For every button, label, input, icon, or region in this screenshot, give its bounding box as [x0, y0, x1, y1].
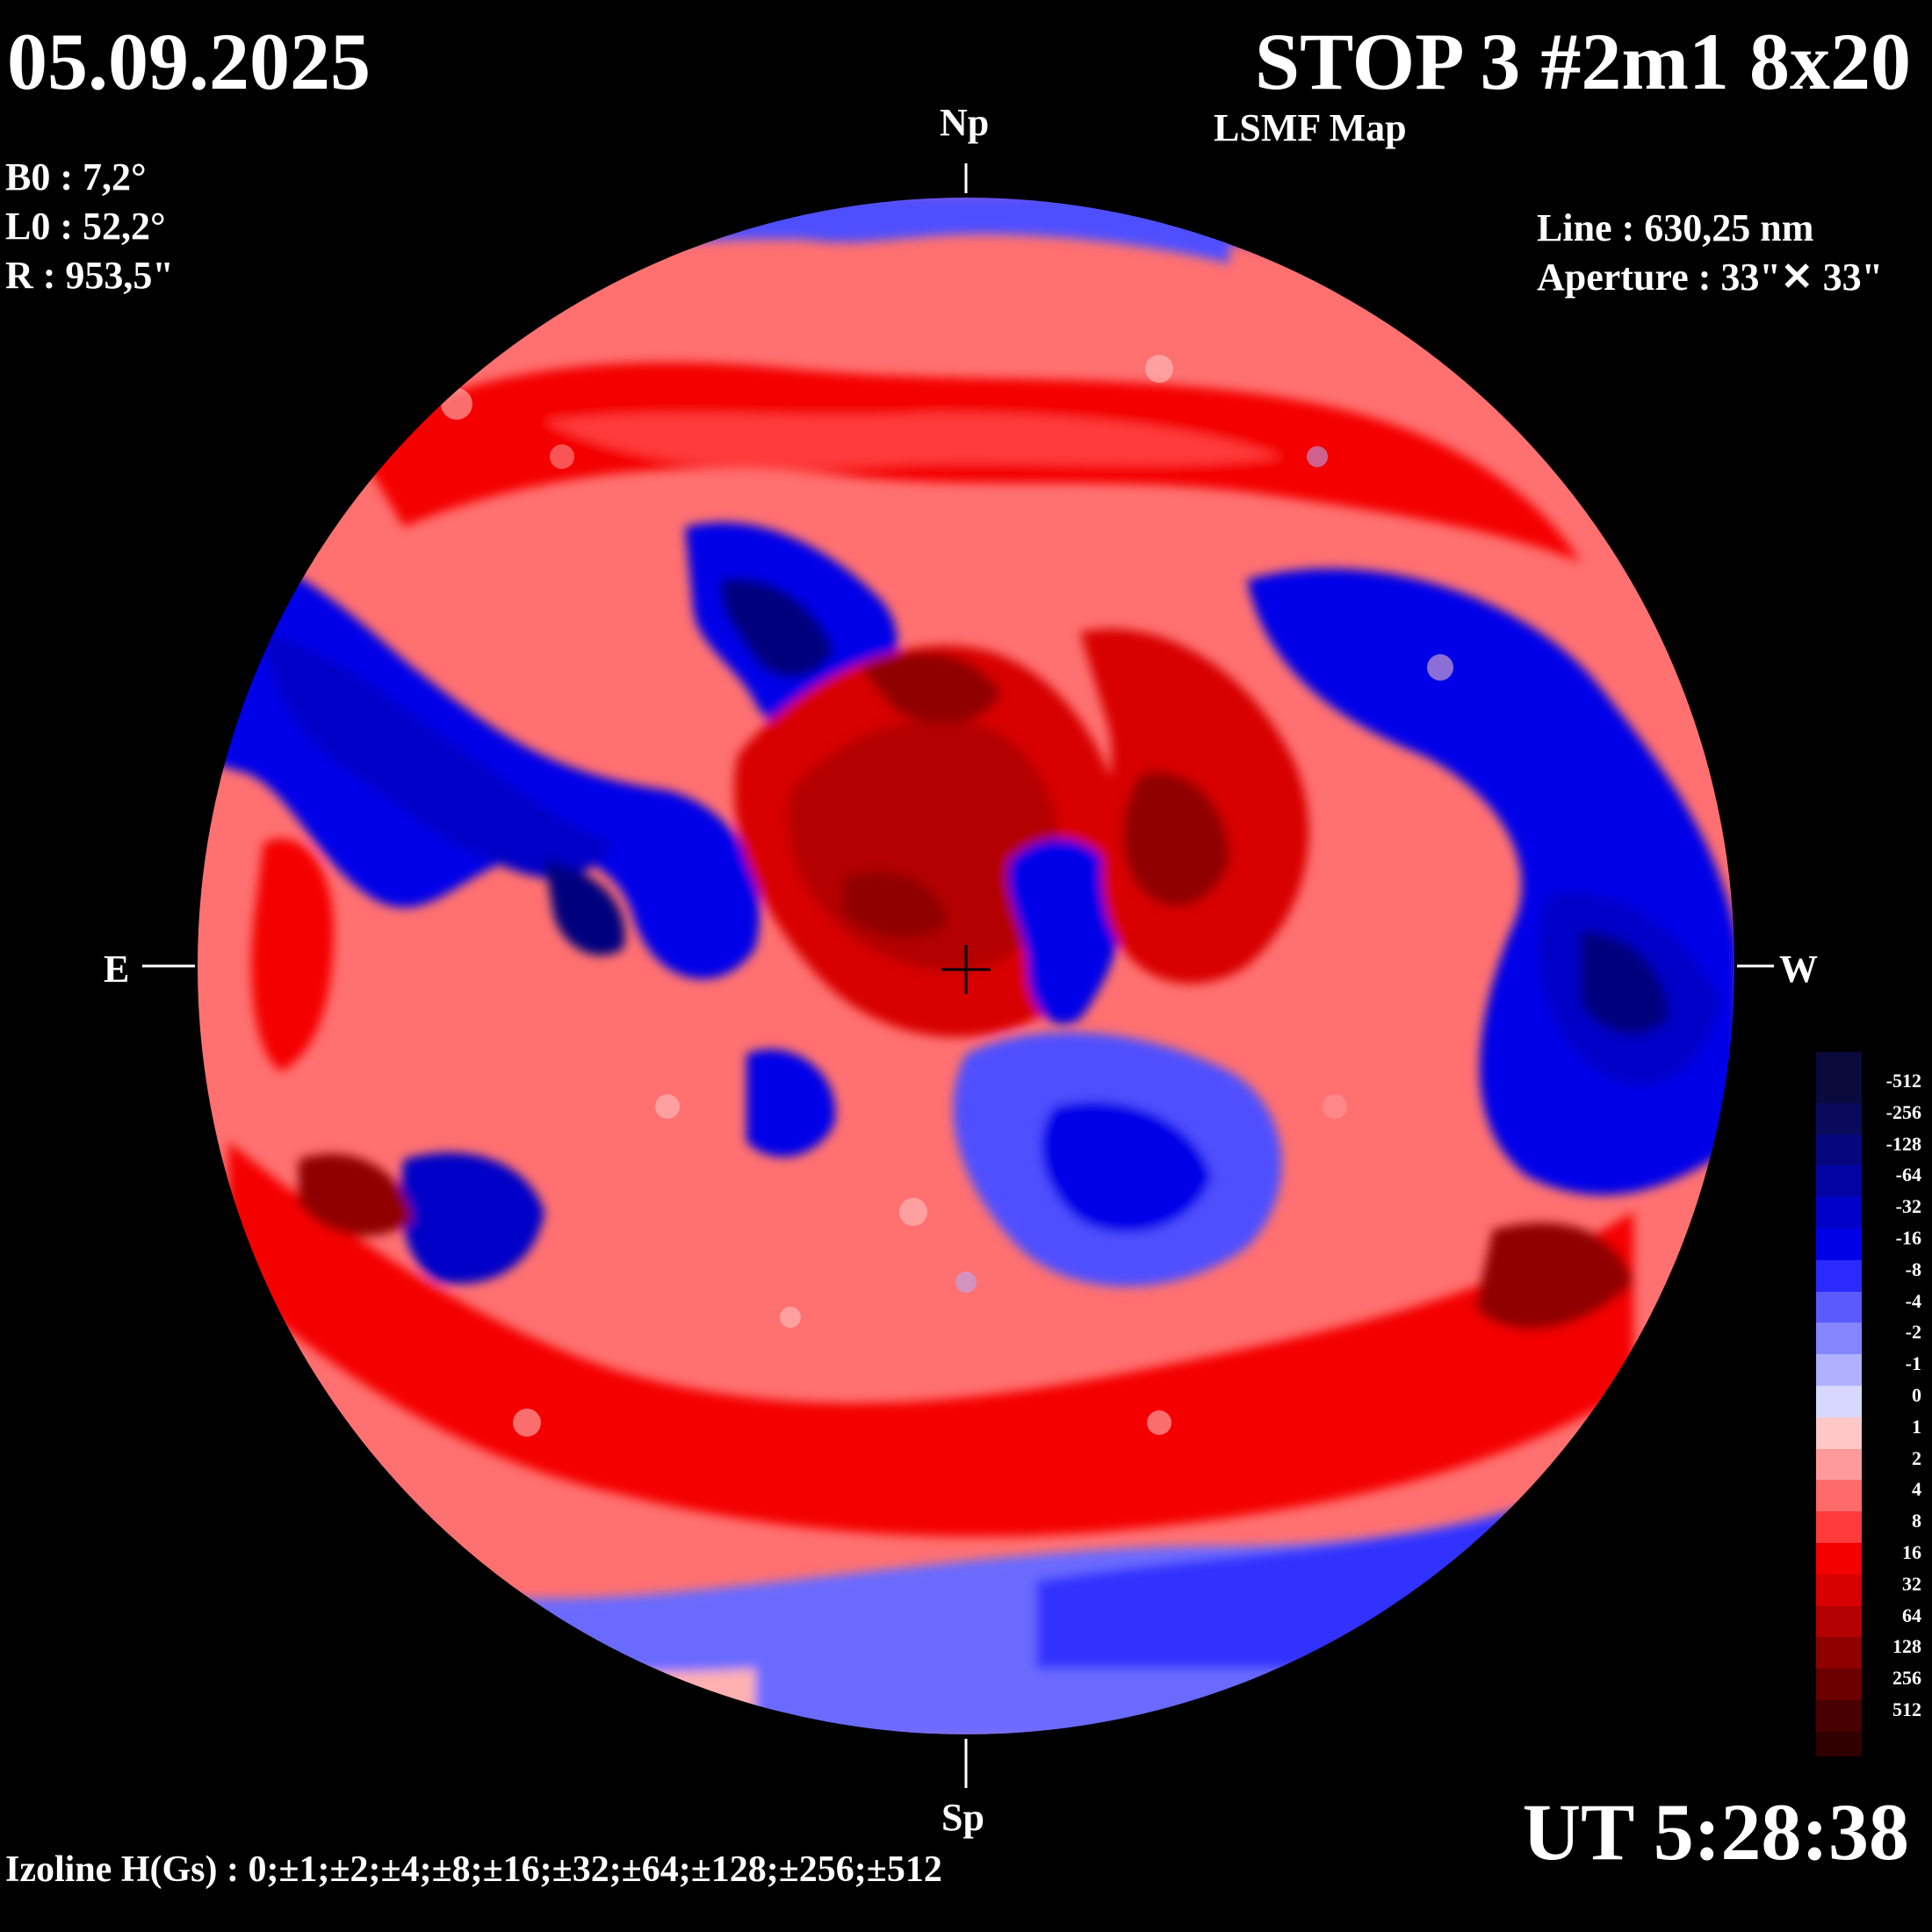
legend-label: 512	[1892, 1698, 1921, 1720]
legend-label: -16	[1895, 1227, 1921, 1249]
legend-swatch	[1816, 1574, 1862, 1607]
legend-swatch	[1816, 1323, 1862, 1356]
legend-swatch	[1816, 1480, 1862, 1513]
legend-label: -256	[1885, 1100, 1921, 1123]
west-label: W	[1779, 948, 1818, 991]
legend-swatch	[1816, 1197, 1862, 1229]
legend-label: -1	[1905, 1352, 1921, 1375]
legend-label: -2	[1905, 1321, 1921, 1344]
north-pole-label: Np	[940, 101, 990, 144]
legend-label: -64	[1895, 1164, 1921, 1186]
legend-swatch	[1816, 1291, 1862, 1324]
map-title: STOP 3 #2m1 8x20	[1254, 17, 1911, 106]
magnetic-field-contours	[197, 197, 1735, 1735]
legend-swatch	[1816, 1543, 1862, 1575]
legend-swatch	[1816, 1134, 1862, 1167]
legend-swatch	[1816, 1229, 1862, 1261]
legend-label: 64	[1902, 1604, 1921, 1626]
legend-label: 1	[1912, 1415, 1921, 1438]
legend-swatch	[1816, 1354, 1862, 1387]
legend-swatch	[1816, 1386, 1862, 1418]
legend-swatch	[1816, 1637, 1862, 1670]
legend-label: 256	[1892, 1667, 1921, 1690]
legend-swatch	[1816, 1102, 1862, 1135]
legend-label: 32	[1902, 1572, 1921, 1595]
legend-label: -8	[1905, 1258, 1921, 1280]
legend-label: -512	[1885, 1070, 1921, 1092]
ut-time: UT 5:28:38	[1522, 1787, 1909, 1877]
legend-label: 0	[1912, 1384, 1921, 1406]
legend-swatch-cap	[1816, 1052, 1862, 1071]
legend-swatch	[1816, 1669, 1862, 1701]
map-subtitle: LSMF Map	[1214, 106, 1407, 149]
color-scale-legend: -512 -256 -128 -64 -32 -16 -8 -4 -2 -1 0 1 2 4 8 16 32 64…	[1816, 1052, 1921, 1756]
radius-param: R : 953,5"	[5, 254, 174, 297]
legend-swatch	[1816, 1165, 1862, 1199]
legend-label: 8	[1912, 1510, 1921, 1532]
legend-label: 2	[1912, 1446, 1921, 1469]
south-pole-label: Sp	[941, 1796, 984, 1839]
aperture-param: Aperture : 33"✕ 33"	[1537, 256, 1884, 299]
legend-swatch	[1816, 1605, 1862, 1639]
east-label: E	[104, 948, 130, 991]
legend-swatch	[1816, 1511, 1862, 1544]
line-param: Line : 630,25 nm	[1537, 206, 1814, 249]
date-label: 05.09.2025	[7, 17, 371, 106]
legend-swatch	[1816, 1700, 1862, 1733]
legend-label: 128	[1892, 1635, 1921, 1658]
b0-param: B0 : 7,2°	[5, 155, 147, 198]
legend-label: 16	[1902, 1541, 1921, 1563]
legend-label: -128	[1885, 1132, 1921, 1155]
legend-swatch	[1816, 1417, 1862, 1450]
isoline-levels: Izoline H(Gs) : 0;±1;±2;±4;±8;±16;±32;±6…	[5, 1849, 942, 1890]
legend-swatch	[1816, 1448, 1862, 1481]
legend-swatch	[1816, 1259, 1862, 1293]
l0-param: L0 : 52,2°	[5, 205, 166, 248]
legend-label: -4	[1905, 1289, 1921, 1312]
legend-label: -32	[1895, 1195, 1921, 1218]
legend-label: 4	[1912, 1478, 1921, 1501]
legend-swatch-bottom	[1816, 1731, 1862, 1756]
legend-swatch	[1816, 1071, 1862, 1104]
